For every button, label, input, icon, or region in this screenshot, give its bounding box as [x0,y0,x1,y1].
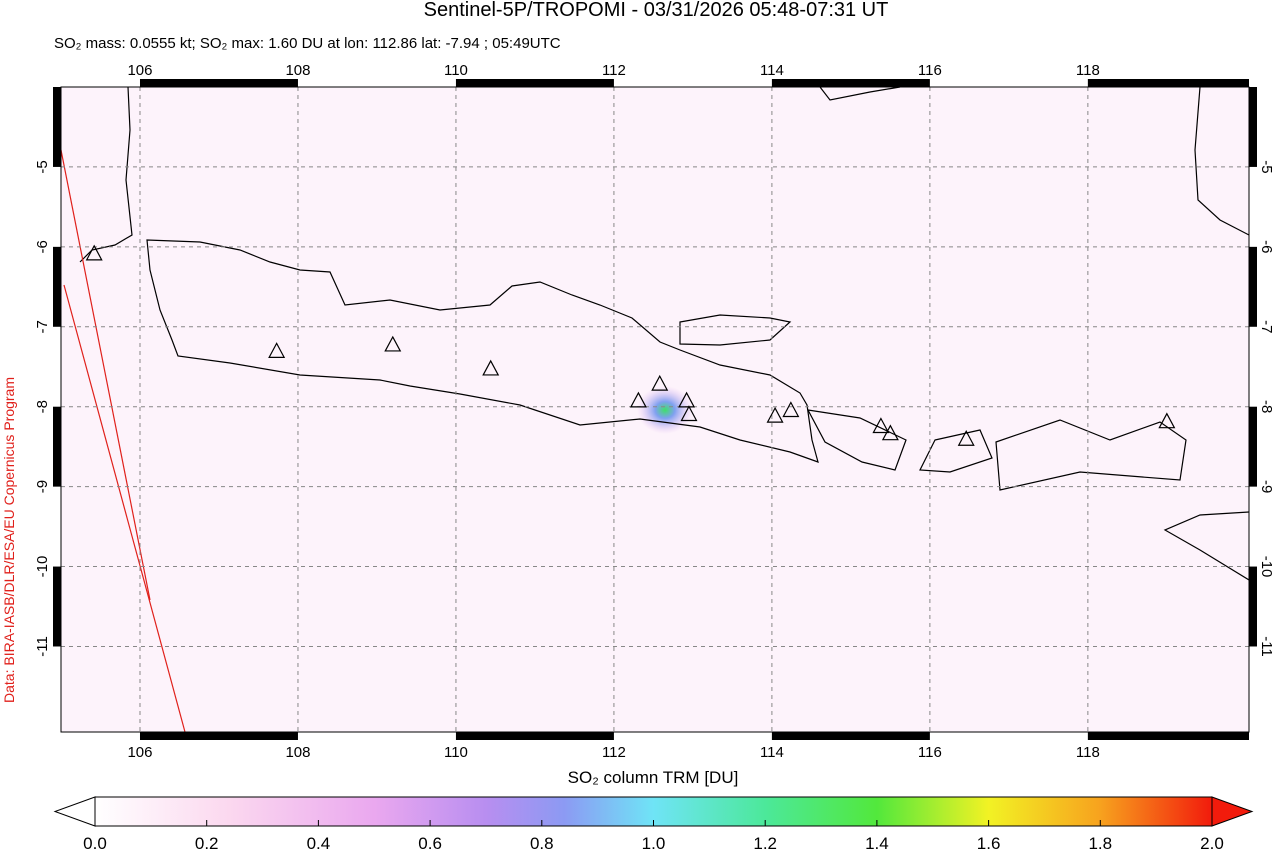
volcano [957,430,975,446]
x-tick-label: 110 [444,62,468,79]
frame-bar [1249,246,1257,327]
volcano [384,335,402,352]
y-tick-label: -10 [34,556,51,578]
frame-bar [53,406,61,487]
colorbar-label: SO₂ column TRM [DU] [568,768,739,787]
frame-bar [1087,79,1249,87]
x-tick-label: 112 [602,744,626,761]
x-tick-label: 114 [760,62,784,79]
volcano [678,391,696,408]
frame-bar [139,79,298,87]
volcano [872,417,890,434]
x-tick-label: 112 [602,62,626,79]
x-tick-label: 116 [918,744,942,761]
volcano [629,391,647,408]
frame-bar [1249,406,1257,487]
volcano [482,359,500,376]
colorbar-tick-label: 1.8 [1088,834,1112,853]
colorbar-min-arrow [53,796,96,827]
volcano [651,374,669,391]
x-tick-label: 118 [1076,744,1100,761]
volcano [1158,412,1176,429]
x-tick-label: 108 [285,744,310,761]
x-tick-label: 114 [760,744,784,761]
y-tick-label: -9 [1258,480,1272,493]
colorbar-tick-label: 0.8 [530,834,554,853]
y-tick-label: -8 [34,400,51,413]
x-tick-label: 106 [127,744,152,761]
colorbar-tick-label: 0.4 [307,834,331,853]
colorbar-tick-label: 1.4 [865,834,889,853]
map-area [61,87,1249,732]
volcano [782,401,800,418]
y-tick-label: -11 [1258,636,1272,657]
frame-bar [1249,87,1257,167]
frame-bar [53,566,61,647]
swath-edges [61,149,186,732]
y-tick-label: -9 [34,480,51,493]
y-tick-label: -10 [1258,556,1272,578]
y-tick-label: -7 [34,320,51,333]
y-tick-label: -5 [34,160,51,173]
so2-plume [637,386,693,434]
x-tick-label: 108 [285,62,310,79]
credit: Data: BIRA-IASB/DLR/ESA/EU Copernicus Pr… [1,377,17,703]
colorbar-tick-label: 1.0 [642,834,666,853]
x-tick-label: 116 [918,62,942,79]
frame-bar [139,732,298,740]
y-tick-label: -5 [1258,160,1272,173]
x-tick-label: 106 [127,62,152,79]
frame-bar [53,87,61,167]
volcano [881,424,899,441]
y-tick-label: -6 [34,240,51,253]
y-tick-label: -8 [1258,400,1272,413]
y-tick-label: -11 [34,636,51,657]
y-tick-label: -6 [1258,240,1272,253]
frame-bar [771,79,930,87]
title: Sentinel-5P/TROPOMI - 03/31/2026 05:48-0… [424,0,889,21]
frame-bar [771,732,930,740]
colorbar-tick-label: 0.6 [418,834,442,853]
colorbar-tick-label: 0.0 [83,834,107,853]
colorbar-tick-label: 1.2 [753,834,777,853]
colorbar-max-arrow [1211,796,1254,827]
volcano [766,406,784,423]
colorbar-tick-label: 2.0 [1200,834,1224,853]
frame-bar [1249,566,1257,647]
colorbar-tick-label: 0.2 [195,834,219,853]
colorbar-tick-label: 1.6 [977,834,1001,853]
volcano [268,342,286,358]
x-tick-label: 118 [1076,62,1100,79]
coastlines [79,87,1249,581]
frame-bar [1087,732,1249,740]
volcano [680,405,698,422]
volcano [85,244,103,261]
y-tick-label: -7 [1258,320,1272,333]
frame-bar [455,732,614,740]
frame-bar [455,79,614,87]
frame-bar [53,246,61,327]
subtitle: SO₂ mass: 0.0555 kt; SO₂ max: 1.60 DU at… [54,35,561,52]
x-tick-label: 110 [444,744,468,761]
